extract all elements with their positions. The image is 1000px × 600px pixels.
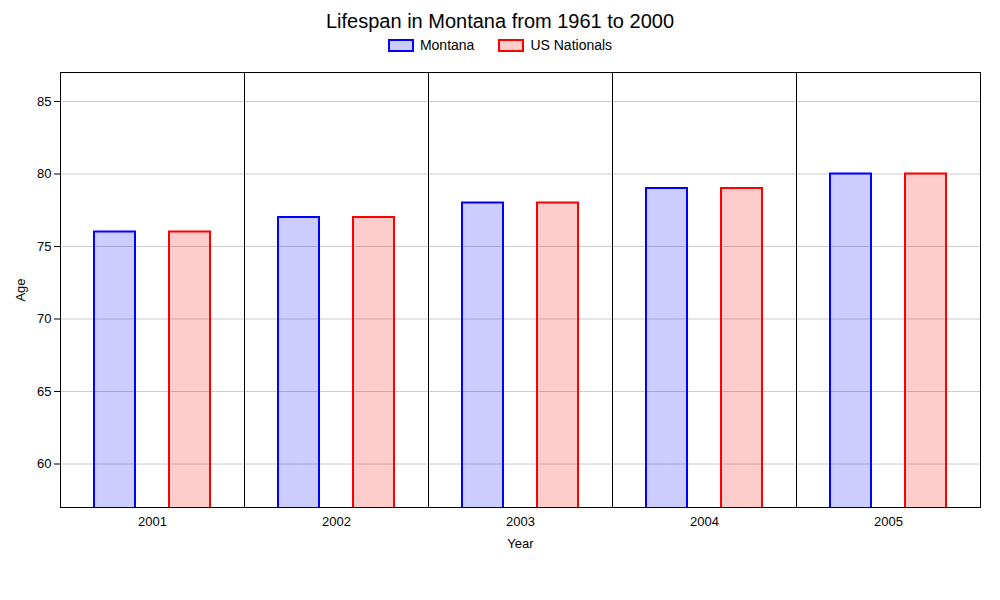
svg-text:70: 70 <box>37 311 51 326</box>
svg-text:Age: Age <box>13 278 28 301</box>
html-text:US Nationals: US Nationals <box>530 37 613 53</box>
svg-text:80: 80 <box>37 166 51 181</box>
svg-text:75: 75 <box>37 239 51 254</box>
svg-text:2001: 2001 <box>138 514 167 529</box>
svg-text:Year: Year <box>507 536 534 551</box>
svg-text:85: 85 <box>37 94 51 109</box>
svg-text:2004: 2004 <box>690 514 719 529</box>
svg-text:65: 65 <box>37 384 51 399</box>
svg-text:2003: 2003 <box>506 514 535 529</box>
svg-text:2005: 2005 <box>874 514 903 529</box>
svg-text:2002: 2002 <box>322 514 351 529</box>
html-text:Montana: Montana <box>419 37 475 53</box>
svg-text:60: 60 <box>37 456 51 471</box>
html-text:Lifespan in Montana from 1961: Lifespan in Montana from 1961 to 2000 <box>326 10 674 32</box>
